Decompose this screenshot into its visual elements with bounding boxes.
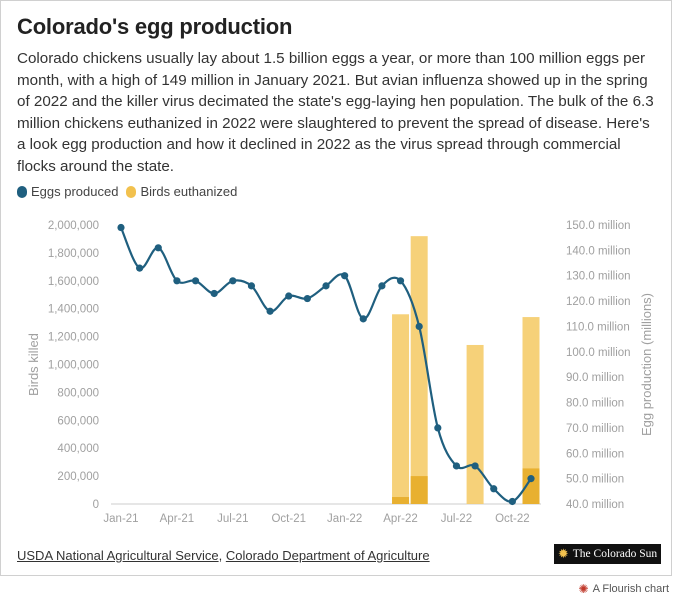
legend-item-birds[interactable]: Birds euthanized [126,184,237,199]
point-eggs-produced [322,282,330,290]
x-tick-label: Jul-22 [441,513,472,525]
x-tick-label: Apr-21 [160,513,195,525]
x-tick-label: Jan-21 [103,513,138,525]
y-left-tick-label: 1,800,000 [48,248,99,260]
chart-subtitle: Colorado chickens usually lay about 1.5 … [17,50,654,175]
bar-birds-euthanized [466,344,484,504]
legend: Eggs produced Birds euthanized [17,184,245,199]
legend-swatch-eggs [17,185,27,198]
point-eggs-produced [434,424,442,432]
point-eggs-produced [191,277,200,285]
bar-birds-euthanized [410,236,428,504]
point-eggs-produced [490,485,498,493]
y-left-axis-title: Birds killed [26,333,41,396]
y-right-tick-label: 70.0 million [566,423,624,435]
colorado-sun-logo[interactable]: ✹ The Colorado Sun [554,544,661,564]
source-link-usda[interactable]: USDA National Agricultural Service [17,548,219,563]
y-right-tick-label: 80.0 million [566,398,624,410]
point-eggs-produced [154,244,162,252]
flourish-credit[interactable]: ✺ A Flourish chart [579,582,669,596]
point-eggs-produced [247,282,256,290]
x-tick-label: Oct-22 [495,513,530,525]
source-separator: , [218,548,226,563]
x-tick-label: Apr-22 [383,513,418,525]
legend-label-birds: Birds euthanized [140,184,238,199]
y-left-tick-label: 2,000,000 [48,220,99,232]
y-right-tick-label: 110.0 million [566,321,630,333]
y-left-tick-label: 1,400,000 [48,304,99,316]
point-eggs-produced [136,264,144,272]
point-eggs-produced [378,282,386,290]
chart-title: Colorado's egg production [17,14,293,39]
y-left-tick-label: 400,000 [57,443,99,455]
point-eggs-produced [117,223,125,232]
x-tick-label: Oct-21 [271,513,306,525]
legend-item-eggs[interactable]: Eggs produced [17,184,118,199]
source-link-cda[interactable]: Colorado Department of Agriculture [225,548,430,563]
point-eggs-produced [508,497,516,506]
point-eggs-produced [415,322,423,331]
y-right-tick-label: 50.0 million [566,474,624,486]
point-eggs-produced [285,292,293,300]
point-eggs-produced [341,272,349,280]
y-right-tick-label: 140.0 million [566,245,631,257]
y-right-tick-label: 100.0 million [566,347,631,359]
y-right-tick-label: 130.0 million [566,271,631,283]
point-eggs-produced [210,289,218,298]
bar-birds-euthanized-overlay [410,476,428,504]
source-line: USDA National Agricultural Service, Colo… [17,548,430,563]
point-eggs-produced [396,277,405,285]
y-left-tick-label: 0 [93,499,99,511]
flourish-label: A Flourish chart [592,583,669,595]
bar-birds-euthanized-overlay [392,497,410,504]
y-right-tick-label: 90.0 million [566,372,624,384]
point-eggs-produced [229,277,237,285]
bar-birds-euthanized-overlay [522,468,540,504]
bar-birds-euthanized [392,314,410,504]
bar-birds-euthanized [522,317,540,504]
x-tick-label: Jan-22 [327,513,362,525]
y-right-tick-label: 40.0 million [566,499,624,511]
point-eggs-produced [266,307,274,315]
point-eggs-produced [527,475,535,483]
y-left-tick-label: 1,000,000 [48,360,99,372]
point-eggs-produced [173,277,181,285]
y-right-tick-label: 150.0 million [566,220,631,232]
y-right-tick-label: 120.0 million [566,296,631,308]
y-left-tick-label: 600,000 [57,415,99,427]
y-left-tick-label: 200,000 [57,471,99,483]
y-left-tick-label: 1,600,000 [48,276,99,288]
combo-chart: 0 200,000 400,000 600,000 800,000 1,000,000 1,… [26,220,654,525]
y-left-tick-label: 1,200,000 [48,332,99,344]
point-eggs-produced [452,462,461,470]
legend-label-eggs: Eggs produced [31,184,119,199]
flourish-icon: ✺ [578,582,589,596]
x-tick-label: Jul-21 [217,513,248,525]
point-eggs-produced [359,315,367,323]
y-right-tick-label: 60.0 million [566,448,624,460]
legend-swatch-birds [126,185,137,198]
y-left-tick-label: 800,000 [57,387,99,399]
logo-text: The Colorado Sun [572,548,658,560]
point-eggs-produced [303,294,311,303]
chart-card: Colorado's egg production Colorado chick… [0,0,672,576]
sun-icon: ✹ [557,546,569,561]
point-eggs-produced [471,462,479,470]
y-right-axis-title: Egg production (millions) [639,293,654,436]
